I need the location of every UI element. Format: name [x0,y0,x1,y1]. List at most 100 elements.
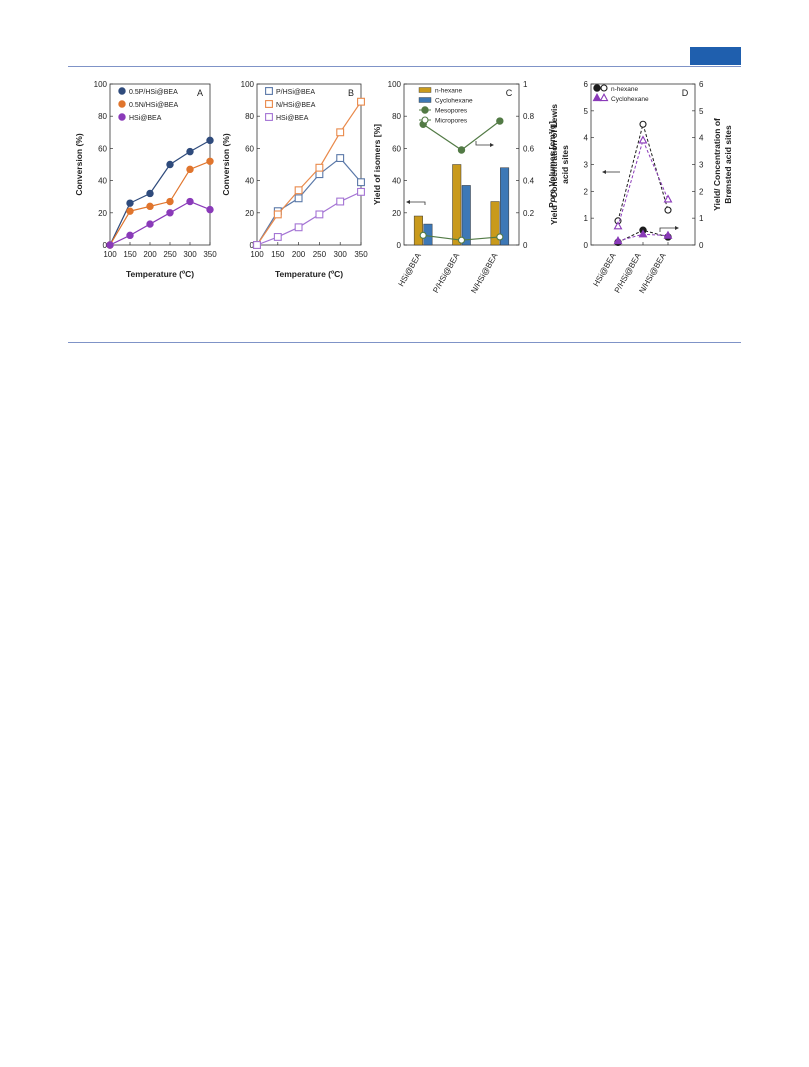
panel-c-y2-tick-label: 1 [523,80,528,89]
panel-c-category-label: HSi@BEA [397,251,424,288]
panel-d-y2-tick-label: 5 [699,107,704,116]
panel-c-y2-tick-label: 0.8 [523,112,535,121]
panel-a-legend-label: HSi@BEA [129,115,162,122]
panel-b-series-line [256,191,362,246]
panel-c-category-label: N/HSi@BEA [469,251,500,295]
panel-d-legend-label: n-hexane [611,86,638,93]
panel-a-data-point [186,147,194,156]
panel-c-y2-tick-label: 0.2 [523,209,535,218]
panel-b-data-point [336,128,345,137]
panel-b-data-point [336,197,345,206]
panel-b-data-point [253,241,261,249]
panel-b-legend-label: HSi@BEA [276,115,309,122]
panel-d-left-axis-arrowhead [602,170,606,174]
panel-d-y2-tick-label: 2 [699,187,704,196]
panel-b-y-tick-label: 60 [245,144,254,153]
panel-c-legend-label: Micropores [435,118,468,125]
panel-c-letter: C [506,88,513,98]
panel-c-pore-point [457,146,466,154]
panel-c-y2-axis-label: Pore Volumes [cm³/g] [547,121,557,208]
panel-d-legend-marker [599,93,609,102]
panel-b-data-point [336,154,345,163]
panel-d-right-axis-arrow [659,227,676,232]
panel-b-x-tick-label: 200 [292,250,306,259]
panel-c-pore-point [496,117,504,125]
panel-c-y-tick-label: 100 [388,80,402,89]
panel-b-series-line [256,101,362,246]
panel-a-data-point [146,189,154,198]
panel-a-data-point [126,207,134,215]
panel-d-legend-marker [600,84,608,92]
panel-d-data-point [664,206,672,214]
panel-b-legend-label: N/HSi@BEA [276,102,316,109]
panel-a-y-tick-label: 20 [98,209,107,218]
panel-c-y-tick-label: 0 [397,241,402,250]
panel-b-y-tick-label: 40 [245,177,254,186]
panel-a-x-tick-label: 300 [183,250,197,259]
panel-a-data-point [206,136,214,145]
panel-d-category-label: N/HSi@BEA [637,251,668,295]
panel-b-y-tick-label: 20 [245,209,254,218]
panel-a-data-point [146,202,154,211]
panel-d-y2-tick-label: 4 [699,134,704,143]
panel-b-data-point [294,194,303,203]
panel-d-data-point [663,194,673,203]
panel-d-y-tick-label: 1 [584,214,589,223]
panel-d-y2-tick-label: 1 [699,214,704,223]
panel-b-y-axis-label: Conversion (%) [221,133,231,196]
panel-a-data-point [166,209,174,217]
panel-a-x-tick-label: 100 [103,250,117,259]
panel-a-data-point [166,160,174,169]
panel-a-x-tick-label: 350 [203,250,217,259]
panel-c-legend-label: n-hexane [435,88,462,95]
panel-c-legend-label: Mesopores [435,108,468,115]
panel-a-data-point [206,205,214,214]
panel-c-bar [413,215,423,246]
panel-b-y-tick-label: 0 [250,241,255,250]
panel-c-legend-swatch [418,97,432,103]
panel-b-x-tick-label: 250 [313,250,327,259]
panel-d-y-tick-label: 6 [584,80,589,89]
panel-d-y-axis-label: acid sites [560,145,570,184]
panel-a-data-point [126,231,134,240]
panel-d-data-point [639,120,647,128]
panel-a-y-tick-label: 100 [94,80,108,89]
panel-d-y2-axis-label: Yield/ Concentration of [712,118,722,211]
panel-a-letter: A [197,88,203,98]
top-rule [68,66,741,67]
panel-b-data-point [357,187,365,196]
panel-d-right-axis-arrowhead [675,226,679,230]
panel-b-legend-label: P/HSi@BEA [276,89,315,96]
panel-a-y-axis-label: Conversion (%) [74,133,84,196]
panel-c-bar [490,201,500,246]
panel-d-y2-tick-label: 3 [699,161,704,170]
panel-a-series-line [109,139,211,246]
panel-a-x-tick-label: 200 [143,250,157,259]
panel-b-x-tick-label: 150 [271,250,285,259]
panel-d-series-line [617,138,669,227]
panel-d-legend-marker [593,84,601,92]
panel-a-legend-label: 0.5P/HSi@BEA [129,89,178,96]
page-corner-tab [690,47,741,65]
panel-b-data-point [315,163,324,172]
panel-b-x-tick-label: 100 [250,250,264,259]
panel-b-legend-marker [265,87,273,95]
panel-a-data-point [206,157,214,165]
panel-b-legend-marker [265,113,273,121]
panel-c-y2-tick-label: 0.4 [523,177,535,186]
panel-c-y-tick-label: 60 [392,144,401,153]
panel-c-legend-marker [421,116,429,124]
panel-d-frame [590,83,696,246]
panel-d-y-tick-label: 5 [584,107,589,116]
panel-c-y-axis-label: Yield of isomers [%] [372,124,382,205]
panel-c-legend-swatch [418,87,432,93]
panel-a-y-tick-label: 60 [98,144,107,153]
panel-a-series-line [109,200,211,246]
panel-c-right-axis-arrowhead [490,143,494,147]
panel-d-y-tick-label: 4 [584,134,589,143]
panel-c-pore-point [419,231,427,239]
panel-d-data-point [613,236,623,245]
panel-d-data-point [613,221,623,230]
panel-b-series-line [256,157,362,246]
